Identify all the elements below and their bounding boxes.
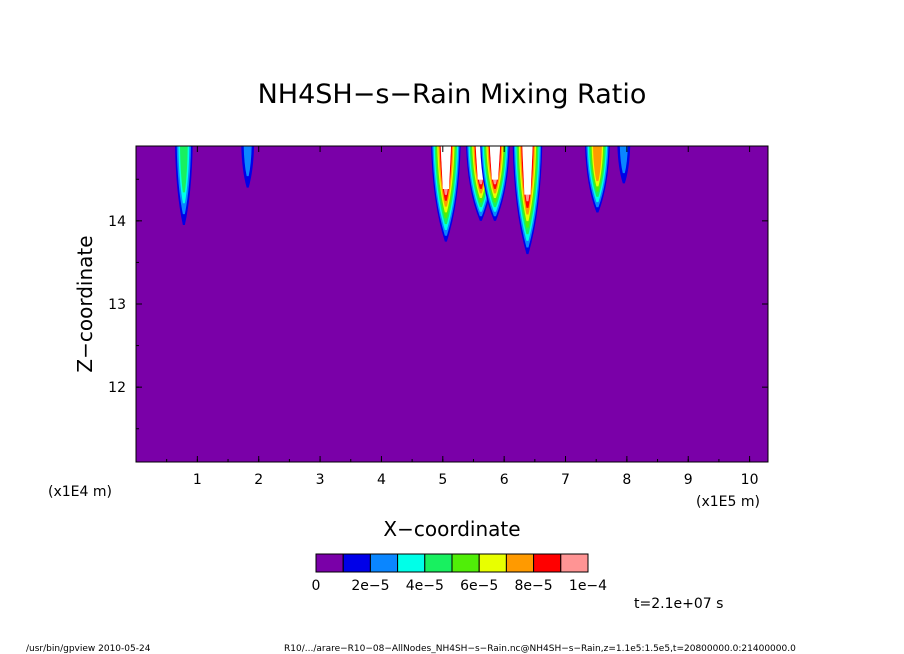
y-axis-label: Z−coordinate (73, 235, 97, 372)
x-axis-ticks: 1 2 3 4 5 6 7 8 9 10 (166, 146, 759, 488)
x-axis-label: X−coordinate (383, 517, 520, 541)
colorbar-label: 4e−5 (406, 578, 444, 594)
colorbar-swatch (560, 553, 589, 573)
rain-feature (480, 146, 510, 221)
colorbar-swatch (424, 553, 453, 573)
feature-saturated-core (440, 146, 452, 190)
x-tick-label: 2 (254, 472, 263, 488)
colorbar-swatch (451, 553, 480, 573)
x-tick-label: 6 (500, 472, 509, 488)
x-tick-label: 4 (377, 472, 386, 488)
rain-feature (512, 146, 543, 255)
feature-contour-level (243, 146, 252, 177)
colorbar-label: 0 (312, 578, 321, 594)
x-tick-label: 10 (741, 472, 759, 488)
colorbar-label: 1e−4 (569, 578, 607, 594)
colorbar-swatch (397, 553, 426, 573)
colorbar-swatch (533, 553, 562, 573)
feature-contour-level (180, 146, 188, 193)
y-scale-label: (x1E4 m) (48, 484, 112, 500)
x-tick-label: 3 (316, 472, 325, 488)
x-tick-label: 9 (684, 472, 693, 488)
colorbar-label: 2e−5 (351, 578, 389, 594)
x-tick-label: 1 (193, 472, 202, 488)
feature-saturated-core (522, 146, 533, 195)
colorbar-label: 8e−5 (515, 578, 553, 594)
feature-saturated-core (489, 146, 501, 180)
y-tick-label: 13 (108, 297, 126, 313)
y-tick-label: 12 (108, 380, 126, 396)
feature-contour-level (619, 146, 628, 174)
x-tick-label: 8 (622, 472, 631, 488)
time-label: t=2.1e+07 s (634, 596, 723, 612)
colorbar-swatch (315, 553, 344, 573)
rain-feature (175, 146, 193, 225)
footer-left: /usr/bin/gpview 2010-05-24 (26, 644, 151, 654)
colorbar-label: 6e−5 (460, 578, 498, 594)
rain-feature (585, 146, 610, 213)
x-tick-label: 5 (438, 472, 447, 488)
rain-feature (241, 146, 255, 188)
rain-feature (617, 146, 631, 184)
chart-title: NH4SH−s−Rain Mixing Ratio (258, 79, 647, 110)
colorbar-swatch (369, 553, 399, 573)
colorbar-swatch (478, 553, 507, 573)
rain-features (175, 146, 631, 255)
colorbar-swatch (505, 553, 535, 573)
y-axis-ticks: 12 13 14 (108, 178, 768, 430)
colorbar-swatch (342, 553, 371, 573)
footer-right: R10/.../arare−R10−08−AllNodes_NH4SH−s−Ra… (284, 644, 796, 654)
colorbar: 0 2e−5 4e−5 6e−5 8e−5 1e−4 (312, 553, 607, 594)
y-tick-label: 14 (108, 214, 126, 230)
x-tick-label: 7 (561, 472, 570, 488)
rain-feature (431, 146, 461, 242)
x-scale-label: (x1E5 m) (696, 494, 760, 510)
feature-contour-level (592, 146, 602, 182)
